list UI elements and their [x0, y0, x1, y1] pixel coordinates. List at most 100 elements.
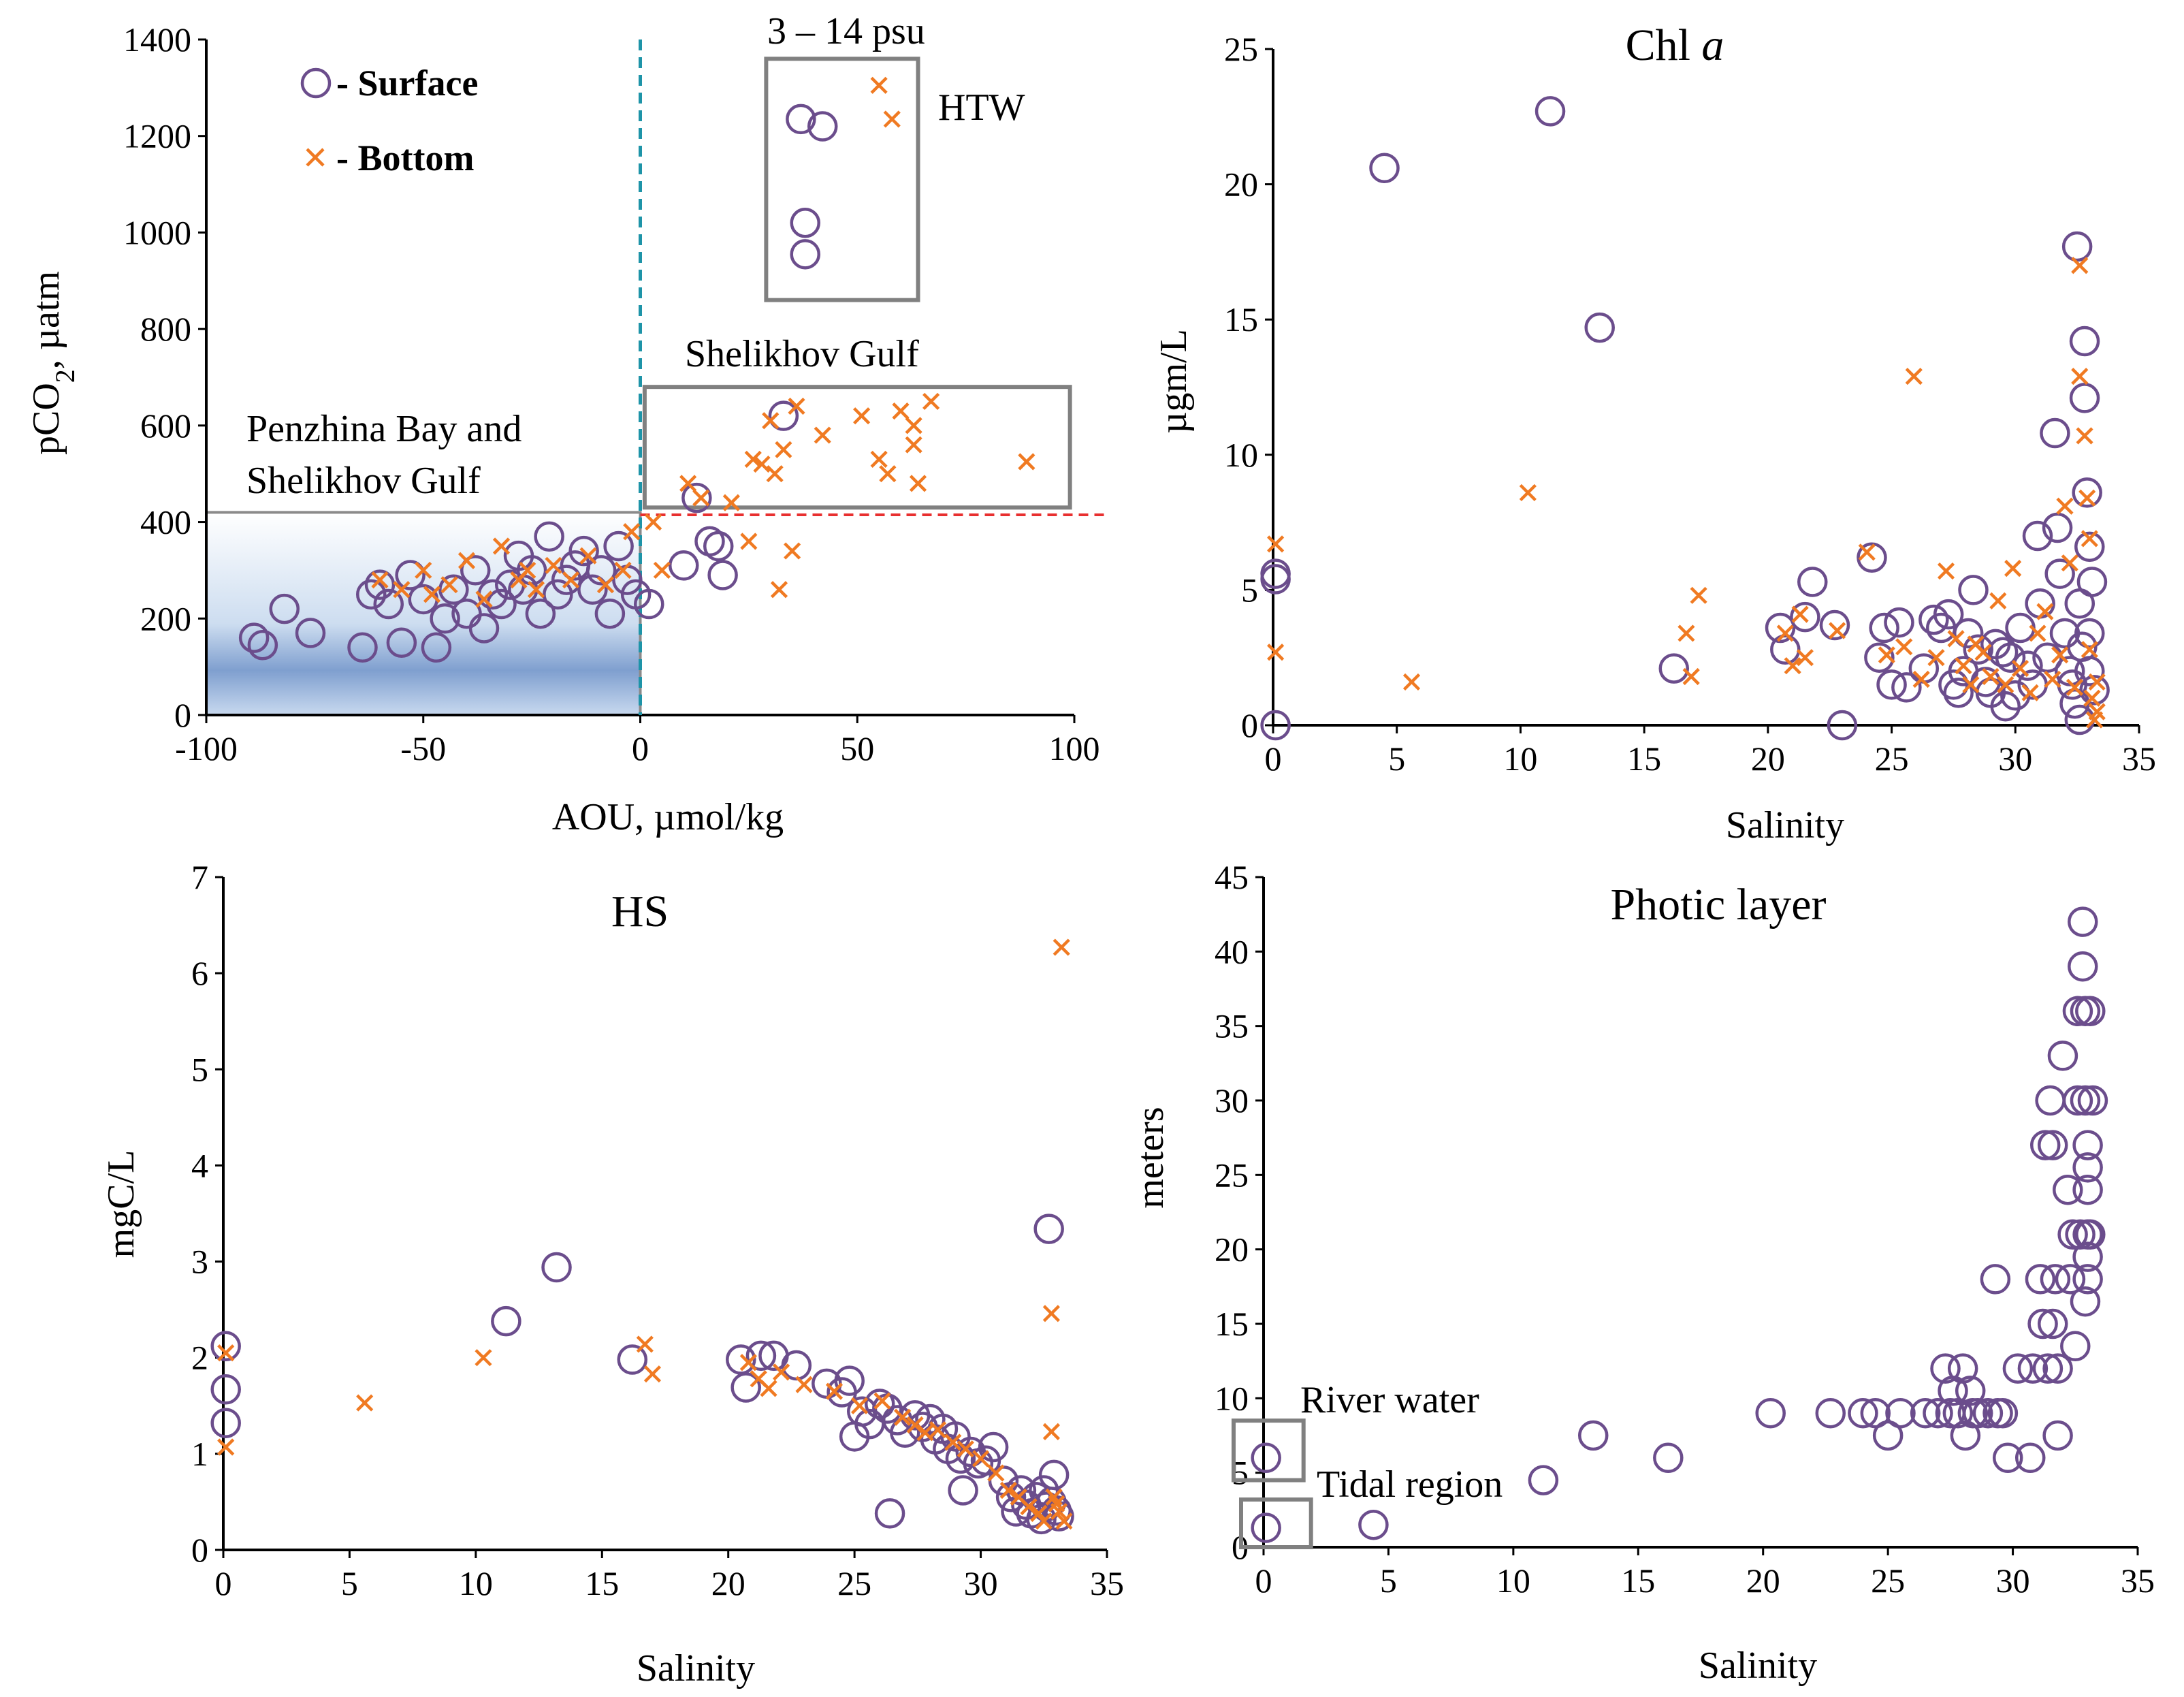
photic-surface-point: [1950, 1420, 1981, 1451]
chl-surface-point: [1943, 678, 1974, 708]
photic-surface-point: [2070, 1085, 2101, 1116]
photic-surface-point: [2055, 1264, 2086, 1295]
chl-x-tick-label: 25: [1875, 740, 1909, 778]
chl-x-tick-label: 30: [1998, 740, 2032, 778]
photic-surface-point: [2057, 1219, 2088, 1250]
hs-bottom-point: [825, 1382, 844, 1400]
hs-x-tick-label: 30: [964, 1564, 998, 1602]
photic-surface-point: [2015, 1442, 2046, 1474]
chl-surface-point: [2059, 688, 2090, 719]
aou-surface-point: [577, 574, 608, 605]
aou-y-label-tail: , µatm: [25, 271, 67, 369]
aou-bottom-point: [905, 417, 922, 434]
aou-bottom-point: [645, 513, 662, 531]
aou-surface-point: [790, 208, 820, 238]
legend: - Surface - Bottom: [300, 63, 478, 178]
chl-surface-point: [1864, 642, 1895, 673]
chl-surface-point: [1869, 612, 1899, 644]
aou-y-tick-label: 200: [140, 599, 191, 637]
chl-surface-point: [1933, 599, 1964, 630]
aou-surface-point: [386, 627, 417, 658]
hs-surface-point: [730, 1372, 761, 1403]
chl-surface-point: [2049, 618, 2081, 649]
aou-y-tick-label: 400: [140, 503, 191, 541]
chl-y-tick-label: 0: [1241, 706, 1258, 744]
aou-surface-point: [568, 535, 599, 567]
chl-bottom-point: [2061, 554, 2078, 572]
chl-bottom-point: [1982, 667, 2000, 686]
chl-surface-point: [1958, 575, 1989, 605]
aou-surface-point: [669, 550, 699, 581]
chl-bottom-point: [1858, 543, 1876, 561]
aou-surface-point: [525, 598, 556, 629]
photic-surface-point: [1358, 1509, 1389, 1540]
aou-y-tick-label: 800: [140, 310, 191, 348]
photic-surface-point: [1980, 1264, 2011, 1295]
chl-bottom-point: [2088, 703, 2106, 720]
aou-bottom-point: [545, 556, 562, 574]
aou-surface-point: [585, 555, 617, 586]
aou-bottom-point: [475, 590, 493, 608]
chl-surface-point: [2025, 588, 2055, 619]
hs-bottom-point: [217, 1344, 235, 1362]
chl-bottom-point: [1791, 605, 1809, 623]
hs-x-tick-label: 0: [215, 1564, 232, 1602]
photic-surface-point: [2042, 1420, 2073, 1451]
aou-surface-point: [438, 574, 469, 605]
aou-bottom-point: [753, 455, 771, 473]
hs-bottom-point: [795, 1376, 813, 1393]
hs-x-tick-label: 20: [711, 1564, 745, 1602]
hs-y-tick-label: 6: [191, 954, 208, 992]
photic-surface-point: [1251, 1442, 1281, 1474]
chl-bottom-point: [1962, 676, 1980, 694]
chl-bottom-point: [1947, 630, 1965, 648]
aou-bottom-point: [623, 523, 641, 541]
photic-surface-point: [2062, 1085, 2093, 1116]
aou-bottom-point: [1018, 453, 1035, 471]
aou-bottom-point: [596, 576, 615, 594]
chl-x-tick-label: 0: [1265, 740, 1282, 778]
chl-bottom-point: [1402, 673, 1421, 691]
aou-surface-point: [807, 111, 838, 142]
hs-bottom-point: [1055, 1512, 1073, 1530]
aou-surface-point: [247, 630, 278, 661]
aou-bottom-point: [788, 397, 805, 415]
photic-surface-point: [1528, 1465, 1559, 1495]
aou-x-tick-label: -50: [400, 729, 446, 767]
photic-surface-point: [1860, 1397, 1891, 1429]
aou-surface-point: [430, 603, 460, 634]
tidal-region-box: [1238, 1497, 1313, 1549]
aou-x-tick-label: -100: [175, 729, 238, 767]
aou-surface-point: [347, 632, 378, 663]
hs-bottom-point: [636, 1335, 654, 1353]
photic-y-tick-label: 40: [1215, 932, 1249, 970]
aou-surface-point: [603, 530, 634, 562]
hs-x-tick-label: 5: [341, 1564, 358, 1602]
chl-bottom-point: [1905, 368, 1923, 385]
photic-surface-point: [1815, 1397, 1846, 1429]
aou-surface-point: [395, 560, 425, 590]
chl-surface-point: [1584, 312, 1615, 343]
chl-surface-point: [1765, 612, 1796, 644]
chl-surface-point: [1995, 642, 2026, 673]
photic-x-tick-label: 10: [1496, 1561, 1530, 1600]
aou-y-label-sub: 2: [50, 369, 80, 383]
hs-bottom-point: [356, 1394, 374, 1412]
hs-bottom-point: [1053, 938, 1070, 956]
chl-y-tick-label: 25: [1224, 30, 1258, 68]
aou-surface-point: [421, 632, 452, 663]
aou-bottom-point: [879, 465, 897, 483]
chl-surface-point: [1790, 601, 1820, 633]
shelikhov-gulf-label: Shelikhov Gulf: [685, 333, 919, 375]
chl-surface-point: [1876, 669, 1907, 700]
aou-bottom-point: [492, 537, 511, 555]
hs-bottom-point: [944, 1433, 962, 1451]
hs-bottom-point: [971, 1450, 990, 1468]
hs-x-tick-label: 35: [1090, 1564, 1124, 1602]
photic-surface-point: [1578, 1420, 1609, 1451]
aou-surface-point: [543, 579, 573, 610]
chl-bottom-point: [2011, 659, 2029, 678]
photic-surface-point: [2032, 1353, 2063, 1384]
